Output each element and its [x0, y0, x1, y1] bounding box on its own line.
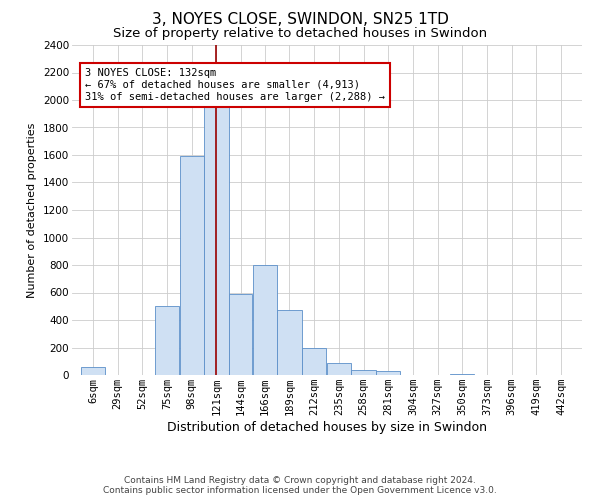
Text: 3, NOYES CLOSE, SWINDON, SN25 1TD: 3, NOYES CLOSE, SWINDON, SN25 1TD [152, 12, 448, 28]
Bar [302, 348, 326, 375]
Text: Size of property relative to detached houses in Swindon: Size of property relative to detached ho… [113, 28, 487, 40]
Bar [253, 265, 277, 375]
Bar [229, 294, 252, 375]
Bar [450, 374, 475, 375]
X-axis label: Distribution of detached houses by size in Swindon: Distribution of detached houses by size … [167, 421, 487, 434]
Y-axis label: Number of detached properties: Number of detached properties [28, 122, 37, 298]
Bar [205, 107, 229, 375]
Bar [277, 310, 302, 375]
Text: 3 NOYES CLOSE: 132sqm
← 67% of detached houses are smaller (4,913)
31% of semi-d: 3 NOYES CLOSE: 132sqm ← 67% of detached … [85, 68, 385, 102]
Text: Contains HM Land Registry data © Crown copyright and database right 2024.
Contai: Contains HM Land Registry data © Crown c… [103, 476, 497, 495]
Bar [327, 362, 351, 375]
Bar [155, 306, 179, 375]
Bar [352, 370, 376, 375]
Bar [376, 371, 400, 375]
Bar [179, 156, 204, 375]
Bar [81, 367, 105, 375]
